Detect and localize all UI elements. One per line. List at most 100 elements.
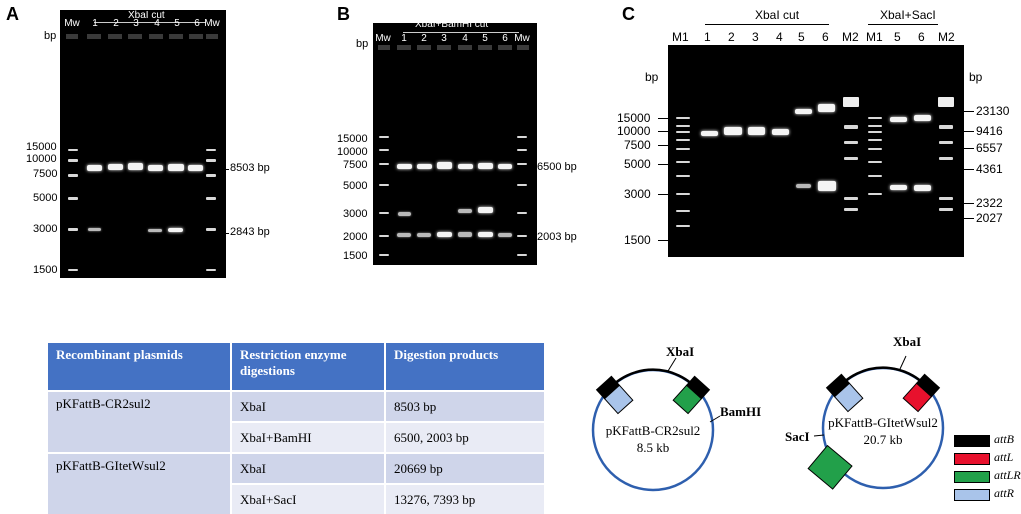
band (87, 165, 102, 171)
lane-label: M2 (938, 30, 955, 44)
ladder-band (676, 125, 690, 127)
band-size-label: 8503 bp (230, 162, 270, 174)
legend-swatch-attl (954, 453, 990, 465)
plasmid-map-1: XbaI BamHI pKFattB-CR2sul2 8.5 kb (591, 344, 761, 492)
map2-name: pKFattB-GItetWsul2 (828, 415, 938, 430)
table-row: pKFattB-CR2sul2 XbaI 8503 bp (48, 390, 546, 453)
band-size-label: 2003 bp (537, 231, 577, 243)
ladder-label: 15000 (26, 141, 57, 153)
well (87, 34, 101, 39)
legend-label: attLR (994, 468, 1021, 482)
ladder-band (844, 125, 858, 129)
tick-line (658, 194, 668, 195)
lane-label: 3 (752, 30, 759, 44)
band (478, 232, 493, 237)
ladder-label: 2322 (976, 196, 1003, 210)
gel-b: XbaI+BamHI cut Mw 1 2 3 4 5 6 Mw (373, 19, 537, 265)
ladder-band (517, 184, 527, 186)
well (437, 45, 451, 50)
tick-line (658, 118, 668, 119)
ladder-band (68, 174, 78, 177)
tick-line (964, 203, 974, 204)
gel-c (668, 45, 964, 257)
band (168, 164, 184, 171)
band (397, 233, 411, 237)
panel-a-letter: A (6, 4, 19, 24)
ladder-band (939, 208, 953, 211)
ladder-band (868, 161, 882, 163)
ladder-band (517, 149, 527, 151)
lane-label: 6 (502, 33, 508, 44)
lane-label: Mw (375, 33, 391, 44)
band-size-label: 2843 bp (230, 226, 270, 238)
well (189, 34, 203, 39)
attl-box (902, 382, 933, 413)
map2-xbai-label: XbaI (893, 334, 921, 349)
lane-label: 1 (704, 30, 711, 44)
ladder-band (676, 117, 690, 119)
tick-line (964, 218, 974, 219)
ladder-label: 7500 (624, 138, 651, 152)
well (417, 45, 431, 50)
ladder-band (868, 117, 882, 119)
ladder-band (206, 174, 216, 177)
table-cell-plasmid: pKFattB-CR2sul2 (48, 390, 232, 453)
xbai-pointer (667, 357, 677, 372)
ladder-label: 7500 (343, 159, 368, 171)
ladder-band (868, 175, 882, 177)
band (88, 228, 101, 231)
ladder-band (844, 197, 858, 200)
ladder-label: 1500 (624, 233, 651, 247)
tick-line (658, 131, 668, 132)
band (724, 127, 742, 135)
table-header: Restriction enzyme digestions (231, 343, 386, 391)
tick-line (964, 111, 974, 112)
ladder-band (379, 149, 389, 151)
panel-c-letter: C (622, 4, 635, 24)
table-cell-products: 6500, 2003 bp (385, 421, 546, 453)
ladder-band (868, 125, 882, 127)
lane-label: 6 (822, 30, 829, 44)
gel-b-header-line (403, 32, 519, 33)
ladder-band (939, 141, 953, 144)
map1-xbai-label: XbaI (666, 344, 694, 359)
lane-label: 5 (174, 18, 180, 29)
ladder-band (676, 175, 690, 177)
tick-line (221, 169, 229, 170)
ladder-band (868, 193, 882, 195)
ladder-band (676, 131, 690, 133)
ladder-label: 1500 (33, 264, 58, 276)
well (397, 45, 411, 50)
well (378, 45, 390, 50)
well (498, 45, 512, 50)
table-cell-digest: XbaI+BamHI (231, 421, 386, 453)
gel-b-header: XbaI+BamHI cut (415, 19, 489, 30)
band (437, 232, 452, 237)
tick-line (658, 240, 668, 241)
band (914, 185, 931, 191)
ladder-label: 1500 (343, 250, 368, 262)
ladder-band (206, 197, 216, 200)
ladder-band (939, 157, 953, 160)
lane-label: 2 (421, 33, 427, 44)
attlr-box (807, 444, 853, 490)
ladder-band (844, 208, 858, 211)
gel-c-header-xbai: XbaI cut (755, 8, 800, 22)
band (398, 212, 411, 216)
ladder-label: 3000 (33, 223, 58, 235)
ladder-band (517, 163, 527, 165)
ladder-band (517, 212, 527, 214)
ladder-band (517, 136, 527, 138)
ladder-label: 3000 (624, 187, 651, 201)
ladder-label: 15000 (617, 111, 651, 125)
band (796, 184, 811, 188)
band (397, 164, 412, 169)
lane-label: 1 (92, 18, 98, 29)
ladder-label: 10000 (617, 124, 651, 138)
ladder-band (379, 235, 389, 237)
table-row: XbaI+SacI 13276, 7393 bp (48, 483, 546, 514)
ladder-band (68, 228, 78, 231)
tick-line (964, 131, 974, 132)
ladder-band (68, 149, 78, 151)
ladder-band (68, 269, 78, 271)
